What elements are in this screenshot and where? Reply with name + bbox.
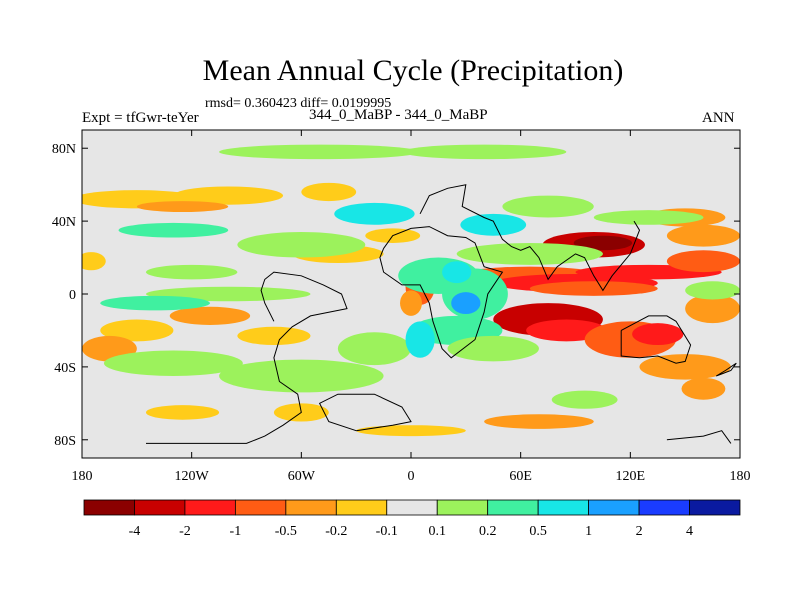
coastline — [715, 362, 737, 377]
x-tick-label: 60E — [509, 469, 532, 484]
colorbar-swatch — [83, 499, 135, 516]
x-tick-label: 120E — [616, 469, 646, 484]
colorbar-swatch — [638, 499, 690, 516]
colorbar-label: 0.2 — [479, 524, 497, 539]
anomaly-patch — [145, 264, 238, 280]
season-label: ANN — [702, 110, 735, 126]
colorbar-swatch — [537, 499, 590, 516]
anomaly-patch — [145, 405, 220, 420]
rmsd-stats: rmsd= 0.360423 diff= 0.0199995 — [205, 96, 392, 111]
colorbar-swatch — [689, 499, 741, 516]
colorbar-label: 0.5 — [529, 524, 547, 539]
anomaly-patch — [118, 222, 229, 238]
anomaly-patch — [632, 323, 684, 346]
colorbar-swatch — [335, 499, 388, 516]
anomaly-patch — [82, 252, 106, 271]
x-tick-label: 120W — [175, 469, 210, 484]
anomaly-patch — [401, 144, 567, 160]
anomaly-patch — [666, 250, 740, 273]
anomaly-patch — [100, 319, 174, 342]
anomaly-patch — [447, 335, 539, 362]
coastline — [146, 271, 348, 444]
colorbar-swatch — [134, 499, 186, 516]
anomaly-patch — [301, 182, 357, 202]
anomaly-patch — [103, 350, 243, 376]
colorbar-swatch — [285, 499, 337, 516]
colorbar-label: -2 — [179, 524, 191, 539]
anomaly-patch — [237, 232, 366, 258]
anomaly-patch — [502, 195, 594, 218]
anomaly-patch — [356, 425, 466, 437]
anomaly-patch — [639, 354, 731, 380]
anomaly-patch — [237, 326, 311, 346]
case-label: 344_0_MaBP - 344_0_MaBP — [309, 107, 488, 123]
colorbar-label: 0.1 — [428, 524, 446, 539]
anomaly-patch — [551, 390, 618, 409]
x-tick-label: 0 — [408, 469, 415, 484]
y-tick-label: 0 — [69, 288, 76, 303]
x-tick-label: 60W — [288, 469, 316, 484]
x-axis: 180 120W 60W 0 60E 120E 180 — [72, 130, 751, 484]
anomaly-patch — [593, 210, 704, 225]
coastline — [666, 430, 732, 444]
contour-fill-layer — [82, 144, 740, 437]
x-tick-label: 180 — [730, 469, 751, 484]
anomaly-patch — [334, 202, 415, 225]
anomaly-patch — [460, 213, 527, 236]
coastline — [379, 226, 504, 359]
colorbar-label: 4 — [686, 524, 693, 539]
anomaly-patch — [484, 414, 594, 429]
y-tick-label: 40S — [54, 361, 76, 376]
anomaly-patch — [442, 261, 472, 284]
y-tick-label: 80N — [52, 142, 76, 157]
coastline — [620, 315, 692, 364]
x-tick-label: 180 — [72, 469, 93, 484]
anomaly-patch — [456, 242, 603, 265]
coastline — [318, 393, 412, 432]
chart-title: Mean Annual Cycle (Precipitation) — [202, 54, 624, 87]
anomaly-patch — [529, 281, 658, 296]
experiment-label: Expt = tfGwr-teYer — [82, 110, 199, 126]
anomaly-patch — [219, 144, 421, 160]
anomaly-patch — [173, 186, 284, 205]
colorbar-swatch — [386, 499, 438, 516]
colorbar-label: -0.5 — [275, 524, 297, 539]
y-tick-label: 40N — [52, 215, 76, 230]
y-axis: 80N 40N 0 40S 80S — [52, 142, 740, 449]
colorbar-swatch — [487, 499, 539, 516]
anomaly-patch — [400, 290, 422, 316]
coastline-layer — [146, 184, 737, 444]
colorbar: -4 -2 -1 -0.5 -0.2 -0.1 0.1 0.2 0.5 1 2 4 — [83, 499, 741, 539]
colorbar-swatch — [588, 499, 640, 516]
colorbar-swatch — [436, 499, 489, 516]
colorbar-label: -0.2 — [325, 524, 347, 539]
colorbar-label: 1 — [585, 524, 592, 539]
anomaly-patch — [169, 306, 251, 325]
anomaly-patch — [666, 224, 740, 247]
anomaly-patch — [405, 321, 435, 358]
anomaly-patch — [136, 201, 229, 213]
anomaly-patch — [681, 377, 726, 400]
colorbar-label: -0.1 — [376, 524, 398, 539]
colorbar-label: -1 — [230, 524, 242, 539]
anomaly-patch — [451, 292, 481, 315]
colorbar-label: 2 — [636, 524, 643, 539]
anomaly-patch — [337, 332, 412, 366]
coastline — [419, 184, 641, 292]
anomaly-patch — [573, 235, 633, 251]
colorbar-swatch — [184, 499, 236, 516]
anomaly-patch — [685, 294, 740, 324]
colorbar-label: -4 — [129, 524, 141, 539]
colorbar-swatch — [234, 499, 287, 516]
anomaly-patch — [100, 295, 210, 311]
anomaly-patch — [685, 281, 740, 300]
y-tick-label: 80S — [54, 434, 76, 449]
anomaly-patch — [219, 359, 384, 393]
